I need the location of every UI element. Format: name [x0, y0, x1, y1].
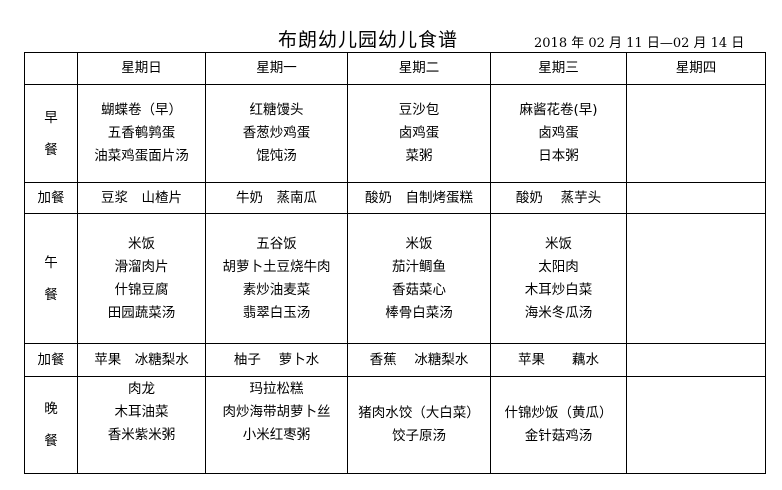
day-header: 星期日	[77, 52, 206, 85]
menu-cell	[626, 343, 766, 377]
meal-label: 晚餐	[24, 376, 78, 474]
day-header: 星期一	[205, 52, 348, 85]
menu-cell	[626, 84, 766, 183]
menu-cell: 麻酱花卷(早) 卤鸡蛋日本粥	[490, 84, 627, 183]
dish: 素炒油麦菜	[242, 281, 311, 298]
dish: 日本粥	[538, 148, 579, 164]
dish: 米饭	[128, 235, 155, 252]
dish: 茄汁鲷鱼	[392, 258, 446, 275]
dish: 玛拉松糕	[249, 381, 304, 397]
menu-table: 星期日 星期一 星期二 星期三 星期四 早餐 蝴蝶卷（早） 五香鹌鹑蛋 油菜鸡蛋面片汤 红糖馒头香…	[24, 52, 766, 474]
meal-row: 加餐 苹果 冰糖梨水 柚子 萝卜水 香蕉 冰糖梨水 苹果 藕水	[24, 343, 766, 377]
dish: 牛奶 蒸南瓜	[236, 189, 317, 206]
meal-row: 加餐 豆浆 山楂片 牛奶 蒸南瓜 酸奶 自制烤蛋糕 酸奶 蒸芋头	[24, 182, 766, 214]
meal-row: 晚餐 肉龙 木耳油菜 香米紫米粥 玛拉松糕 肉炒海带胡萝卜丝 小米红枣粥 猪肉水饺（大白菜）饺…	[24, 376, 766, 474]
dish: 酸奶 自制烤蛋糕	[365, 189, 473, 206]
dish: 木耳炒白菜	[524, 281, 593, 298]
menu-cell: 蝴蝶卷（早） 五香鹌鹑蛋油菜鸡蛋面片汤	[77, 84, 206, 183]
menu-cell: 肉龙木耳油菜香米紫米粥	[77, 376, 206, 474]
menu-cell	[626, 376, 766, 474]
dish: 金针菇鸡汤	[524, 428, 593, 444]
day-header: 星期三	[490, 52, 627, 85]
dish: 田园蔬菜汤	[107, 304, 176, 321]
dish: 肉龙	[128, 381, 155, 397]
corner-cell	[24, 52, 78, 85]
meal-label-text: 午餐	[44, 254, 58, 303]
meal-label-text: 早餐	[44, 109, 58, 158]
meal-row: 早餐 蝴蝶卷（早） 五香鹌鹑蛋 油菜鸡蛋面片汤 红糖馒头 香葱炒鸡蛋 馄饨汤 豆沙包 卤鸡蛋 菜粥…	[24, 84, 766, 183]
dish: 麻酱花卷(早)	[519, 102, 598, 118]
dish: 小米红枣粥	[242, 427, 311, 443]
dish: 苹果 冰糖梨水	[94, 351, 189, 368]
page-title: 布朗幼儿园幼儿食谱	[278, 29, 459, 51]
dish: 酸奶 蒸芋头	[515, 189, 602, 206]
menu-cell: 酸奶 蒸芋头	[490, 182, 627, 214]
menu-cell: 柚子 萝卜水	[205, 343, 348, 377]
day-header: 星期二	[347, 52, 491, 85]
meal-label: 早餐	[24, 84, 78, 183]
menu-cell: 香蕉 冰糖梨水	[347, 343, 491, 377]
menu-cell: 苹果 冰糖梨水	[77, 343, 206, 377]
dish: 柚子 萝卜水	[233, 351, 320, 368]
menu-cell: 酸奶 自制烤蛋糕	[347, 182, 491, 214]
meal-label: 午餐	[24, 213, 78, 344]
menu-cell: 猪肉水饺（大白菜） 饺子原汤	[347, 376, 491, 474]
dish: 翡翠白玉汤	[242, 304, 311, 321]
dish: 胡萝卜土豆烧牛肉	[222, 258, 331, 275]
menu-cell: 玛拉松糕肉炒海带胡萝卜丝 小米红枣粥	[205, 376, 348, 474]
day-header: 星期四	[626, 52, 766, 85]
menu-cell: 豆沙包 卤鸡蛋 菜粥	[347, 84, 491, 183]
menu-cell	[626, 182, 766, 214]
dish: 香菇菜心	[392, 281, 446, 298]
dish: 菜粥	[405, 148, 433, 164]
dish: 卤鸡蛋	[398, 125, 440, 141]
dish: 什锦炒饭（黄瓜）	[504, 405, 613, 421]
menu-cell: 米饭滑溜肉片什锦豆腐田园蔬菜汤	[77, 213, 206, 344]
menu-cell: 米饭太阳肉木耳炒白菜海米冬瓜汤	[490, 213, 627, 344]
menu-cell: 苹果 藕水	[490, 343, 627, 377]
menu-cell: 米饭茄汁鲷鱼香菇菜心棒骨白菜汤	[347, 213, 491, 344]
dish: 油菜鸡蛋面片汤	[94, 148, 189, 164]
dish: 蝴蝶卷（早）	[101, 102, 182, 118]
dish: 棒骨白菜汤	[385, 304, 453, 321]
dish: 五谷饭	[256, 235, 297, 252]
meal-label: 加餐	[24, 182, 78, 214]
dish: 什锦豆腐	[114, 281, 169, 298]
menu-cell	[626, 213, 766, 344]
dish: 米饭	[545, 235, 572, 252]
dish: 香蕉 冰糖梨水	[369, 351, 469, 368]
dish: 豆沙包	[398, 102, 440, 118]
menu-cell: 五谷饭胡萝卜土豆烧牛肉 素炒油麦菜翡翠白玉汤	[205, 213, 348, 344]
dish: 苹果 藕水	[518, 351, 599, 368]
dish: 木耳油菜	[114, 404, 169, 420]
dish: 馄饨汤	[256, 148, 297, 164]
dish: 肉炒海带胡萝卜丝	[222, 404, 331, 420]
meal-label: 加餐	[24, 343, 78, 377]
dish: 猪肉水饺（大白菜）	[358, 405, 480, 421]
dish: 卤鸡蛋	[538, 125, 579, 141]
menu-cell: 什锦炒饭（黄瓜） 金针菇鸡汤	[490, 376, 627, 474]
menu-cell: 牛奶 蒸南瓜	[205, 182, 348, 214]
dish: 红糖馒头	[249, 102, 304, 118]
dish: 五香鹌鹑蛋	[107, 125, 176, 141]
menu-cell: 豆浆 山楂片	[77, 182, 206, 214]
dish: 豆浆 山楂片	[101, 189, 182, 206]
meal-label-text: 加餐	[37, 351, 65, 368]
dish: 香葱炒鸡蛋	[242, 125, 311, 141]
dish: 香米紫米粥	[107, 427, 176, 443]
meal-label-text: 晚餐	[44, 401, 58, 449]
dish: 滑溜肉片	[114, 258, 169, 275]
dish: 饺子原汤	[392, 428, 446, 444]
meal-label-text: 加餐	[37, 189, 65, 206]
menu-cell: 红糖馒头香葱炒鸡蛋馄饨汤	[205, 84, 348, 183]
dish: 太阳肉	[538, 258, 579, 275]
dish: 米饭	[405, 235, 433, 252]
date-range: 2018 年 02 月 11 日—02 月 14 日	[534, 36, 745, 51]
meal-row: 午餐 米饭 滑溜肉片 什锦豆腐 田园蔬菜汤 五谷饭 胡萝卜土豆烧牛肉 素炒油麦菜 翡翠白玉汤 米饭…	[24, 213, 766, 344]
dish: 海米冬瓜汤	[524, 304, 593, 321]
header-row: 星期日 星期一 星期二 星期三 星期四	[24, 52, 766, 85]
